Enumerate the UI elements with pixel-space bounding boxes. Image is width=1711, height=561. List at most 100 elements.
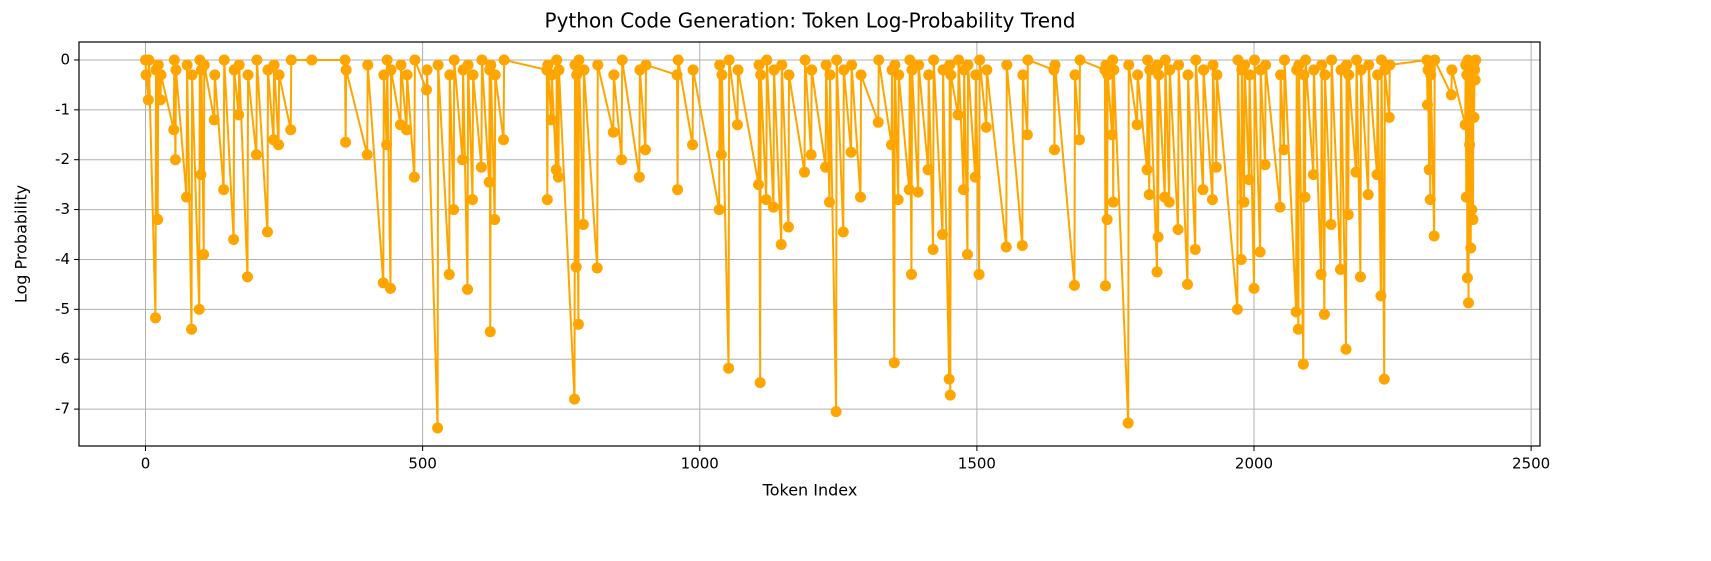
data-point <box>250 149 262 161</box>
data-point <box>1278 54 1290 66</box>
data-point <box>209 69 221 81</box>
y-tick-label: -7 <box>55 400 70 418</box>
data-point <box>1384 59 1396 71</box>
data-point <box>1206 194 1218 206</box>
data-point <box>152 214 164 226</box>
data-point <box>186 323 198 335</box>
data-point <box>218 54 230 66</box>
data-point <box>1319 69 1331 81</box>
data-point <box>432 59 444 71</box>
data-point <box>1239 59 1251 71</box>
data-point <box>1326 54 1338 66</box>
data-point <box>483 176 495 188</box>
data-point <box>1260 59 1272 71</box>
data-point <box>776 59 788 71</box>
data-point <box>927 243 939 255</box>
data-point <box>261 226 273 238</box>
data-point <box>1107 54 1119 66</box>
data-point <box>672 54 684 66</box>
data-point <box>1307 169 1319 181</box>
data-point <box>1362 189 1374 201</box>
data-point <box>168 54 180 66</box>
data-point <box>181 59 193 71</box>
data-point <box>485 59 497 71</box>
data-point <box>805 149 817 161</box>
data-point <box>1153 69 1165 81</box>
data-point <box>1350 166 1362 178</box>
y-tick-label: -2 <box>55 150 70 168</box>
data-point <box>889 59 901 71</box>
data-point <box>443 268 455 280</box>
data-point <box>401 69 413 81</box>
data-point <box>1172 224 1184 236</box>
data-point <box>395 59 407 71</box>
data-point <box>1469 74 1481 86</box>
data-point <box>409 54 421 66</box>
data-point <box>381 54 393 66</box>
data-point <box>489 214 501 226</box>
data-point <box>775 238 787 250</box>
data-point <box>233 109 245 121</box>
data-point <box>872 116 884 128</box>
data-point <box>754 377 766 389</box>
data-point <box>1342 209 1354 221</box>
data-point <box>1211 69 1223 81</box>
data-point <box>1371 169 1383 181</box>
data-point <box>591 262 603 274</box>
data-point <box>1122 417 1134 429</box>
data-point <box>1300 54 1312 66</box>
data-point <box>578 64 590 76</box>
data-point <box>761 54 773 66</box>
data-point <box>1189 243 1201 255</box>
data-point <box>1164 64 1176 76</box>
data-point <box>181 191 193 203</box>
data-point <box>462 59 474 71</box>
data-point <box>912 186 924 198</box>
data-point <box>1470 54 1482 66</box>
data-point <box>1375 290 1387 302</box>
data-point <box>1316 59 1328 71</box>
data-point <box>1181 278 1193 290</box>
data-point <box>945 69 957 81</box>
y-tick-label: -1 <box>55 100 70 118</box>
data-point <box>1198 64 1210 76</box>
data-point <box>1318 308 1330 320</box>
data-point <box>1340 343 1352 355</box>
data-point <box>169 154 181 166</box>
data-point <box>1248 282 1260 294</box>
data-point <box>340 64 352 76</box>
data-point <box>970 69 982 81</box>
data-point <box>1341 59 1353 71</box>
data-point <box>361 149 373 161</box>
data-point <box>903 184 915 196</box>
data-point <box>1461 272 1473 284</box>
data-point <box>820 59 832 71</box>
data-point <box>545 114 557 126</box>
data-point <box>385 64 397 76</box>
data-point <box>1464 139 1476 151</box>
data-point <box>1363 59 1375 71</box>
data-point <box>1463 297 1475 309</box>
data-point <box>1423 164 1435 176</box>
data-point <box>830 406 842 418</box>
data-point <box>980 121 992 133</box>
data-point <box>1197 184 1209 196</box>
chart-title: Python Code Generation: Token Log-Probab… <box>545 9 1076 33</box>
data-point <box>671 69 683 81</box>
data-point <box>448 54 460 66</box>
data-point <box>1107 196 1119 208</box>
data-point <box>572 318 584 330</box>
data-point <box>953 54 965 66</box>
data-point <box>1131 119 1143 131</box>
data-point <box>608 69 620 81</box>
data-point <box>1343 69 1355 81</box>
data-point <box>904 54 916 66</box>
data-point <box>1123 59 1135 71</box>
data-point <box>421 84 433 96</box>
data-point <box>1022 54 1034 66</box>
data-point <box>937 229 949 241</box>
data-point <box>1000 241 1012 253</box>
data-point <box>448 204 460 216</box>
